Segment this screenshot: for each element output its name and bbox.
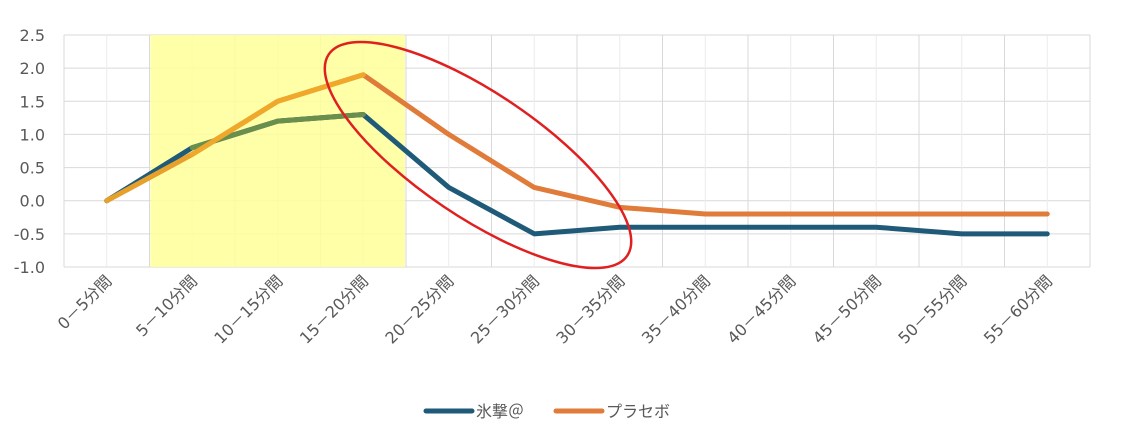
y-tick-label: 1.5 bbox=[20, 92, 45, 111]
legend[interactable]: 氷撃＠ プラセボ bbox=[423, 402, 670, 421]
x-tick-label: 15－20分間 bbox=[296, 271, 372, 347]
legend-label: 氷撃＠ bbox=[476, 402, 524, 421]
x-tick-label: 20－25分間 bbox=[381, 271, 457, 347]
x-tick-label: 55－60分間 bbox=[980, 271, 1056, 347]
y-tick-label: 2.0 bbox=[20, 59, 45, 78]
legend-label: プラセボ bbox=[606, 402, 670, 421]
x-tick-label: 50－55分間 bbox=[894, 271, 970, 347]
x-axis-ticks: 0－5分間 5－10分間 10－15分間 15－20分間 20－25分間 25－30分間 3… bbox=[54, 271, 1056, 347]
y-tick-label: -1.0 bbox=[14, 258, 45, 277]
series-overlap-segment bbox=[189, 72, 366, 157]
y-tick-label: -0.5 bbox=[14, 225, 45, 244]
x-tick-label: 35－40分間 bbox=[638, 271, 714, 347]
series bbox=[104, 72, 1050, 237]
y-tick-label: 0.0 bbox=[20, 192, 45, 211]
x-tick-label: 0－5分間 bbox=[54, 271, 116, 333]
x-tick-label: 30－35分間 bbox=[552, 271, 628, 347]
annotation-ellipse bbox=[323, 40, 633, 270]
y-axis-ticks: 2.5 2.0 1.5 1.0 0.5 0.0 -0.5 -1.0 bbox=[14, 26, 45, 277]
x-tick-label: 5－10分間 bbox=[132, 271, 201, 340]
x-tick-label: 45－50分間 bbox=[809, 271, 885, 347]
series-overlap-segment bbox=[104, 151, 195, 204]
y-tick-label: 2.5 bbox=[20, 26, 45, 45]
y-tick-label: 1.0 bbox=[20, 125, 45, 144]
x-tick-label: 10－15分間 bbox=[210, 271, 286, 347]
x-tick-label: 25－30分間 bbox=[467, 271, 543, 347]
y-tick-label: 0.5 bbox=[20, 159, 45, 178]
x-tick-label: 40－45分間 bbox=[723, 271, 799, 347]
